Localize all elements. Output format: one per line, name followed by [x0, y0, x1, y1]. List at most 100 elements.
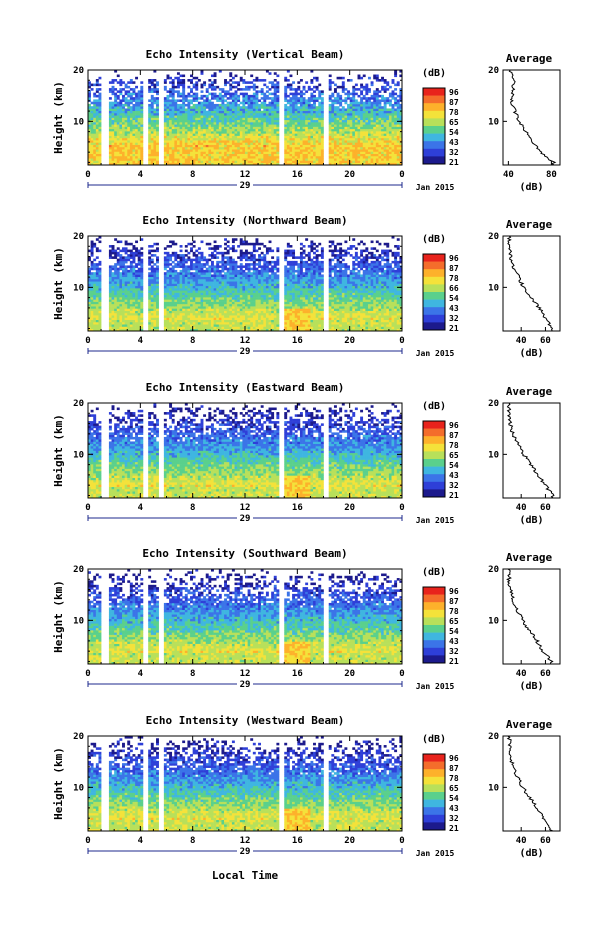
- heatmap-cell: [200, 128, 204, 132]
- heatmap-cell: [221, 122, 225, 125]
- heatmap-cell: [197, 315, 201, 318]
- heatmap-cell: [370, 308, 374, 311]
- heatmap-cell: [255, 90, 259, 93]
- heatmap-cell: [171, 312, 175, 316]
- heatmap-cell: [116, 149, 120, 152]
- heatmap-cell: [224, 321, 227, 325]
- heatmap-cell: [242, 162, 246, 166]
- heatmap-cell: [176, 106, 180, 109]
- heatmap-cell: [286, 312, 290, 316]
- heatmap-cell: [192, 137, 196, 141]
- heatmap-cell: [347, 315, 350, 318]
- heatmap-cell: [383, 85, 387, 89]
- heatmap-cell: [114, 142, 118, 145]
- heatmap-cell: [176, 142, 180, 145]
- heatmap-cell: [315, 131, 319, 134]
- heatmap-cell: [166, 162, 170, 166]
- heatmap-cell: [218, 119, 222, 123]
- heatmap-cell: [349, 324, 353, 327]
- heatmap-cell: [192, 324, 196, 327]
- heatmap-cell: [169, 142, 173, 145]
- heatmap-cell: [299, 324, 303, 327]
- heatmap-cell: [255, 126, 259, 130]
- heatmap-cell: [208, 115, 212, 118]
- heatmap-cell: [341, 149, 345, 152]
- heatmap-cell: [375, 153, 379, 157]
- heatmap-cell: [124, 137, 128, 141]
- heatmap-cell: [357, 162, 361, 166]
- heatmap-cell: [210, 155, 214, 159]
- heatmap-cell: [315, 319, 319, 323]
- heatmap-cell: [111, 108, 115, 112]
- heatmap-cell: [247, 137, 251, 141]
- heatmap-cell: [239, 131, 243, 134]
- heatmap-cell: [216, 108, 220, 112]
- heatmap-cell: [349, 326, 353, 330]
- heatmap-cell: [176, 312, 180, 316]
- heatmap-cell: [391, 310, 395, 314]
- heatmap-cell: [127, 126, 131, 130]
- heatmap-cell: [182, 85, 186, 89]
- heatmap-cell: [378, 162, 382, 166]
- heatmap-cell: [187, 328, 191, 332]
- heatmap-cell: [333, 115, 337, 118]
- heatmap-cell: [313, 312, 316, 316]
- heatmap-cell: [88, 160, 91, 164]
- heatmap-cell: [190, 122, 193, 125]
- heatmap-cell: [284, 94, 288, 98]
- heatmap-cell: [373, 76, 377, 80]
- heatmap-cell: [260, 106, 264, 109]
- heatmap-cell: [124, 310, 128, 314]
- heatmap-cell: [263, 117, 267, 121]
- heatmap-cell: [375, 317, 379, 320]
- heatmap-cell: [265, 146, 269, 150]
- heatmap-cell: [286, 146, 290, 150]
- heatmap-cell: [302, 117, 306, 121]
- heatmap-cell: [370, 162, 374, 166]
- heatmap-cell: [352, 151, 356, 154]
- heatmap: [88, 70, 403, 166]
- heatmap-cell: [166, 76, 170, 80]
- heatmap-cell: [367, 133, 371, 136]
- heatmap-cell: [90, 162, 94, 166]
- heatmap-cell: [127, 81, 131, 84]
- heatmap-cell: [313, 321, 316, 325]
- heatmap-cell: [396, 151, 400, 154]
- heatmap-cell: [271, 99, 275, 102]
- heatmap-cell: [318, 119, 322, 123]
- heatmap-cell: [373, 92, 377, 96]
- heatmap-cell: [375, 155, 379, 159]
- heatmap-cell: [367, 117, 371, 121]
- heatmap-cell: [352, 324, 356, 327]
- heatmap-cell: [245, 106, 248, 109]
- heatmap-cell: [132, 308, 136, 311]
- heatmap-cell: [93, 119, 97, 123]
- heatmap-cell: [229, 144, 233, 148]
- heatmap-cell: [187, 92, 191, 96]
- heatmap-cell: [132, 158, 136, 161]
- heatmap-cell: [218, 319, 222, 323]
- heatmap-cell: [111, 303, 115, 307]
- heatmap-cell: [336, 158, 340, 161]
- heatmap-cell: [388, 92, 392, 96]
- heatmap-cell: [148, 308, 152, 311]
- heatmap-cell: [394, 112, 398, 116]
- heatmap-cell: [373, 155, 377, 159]
- heatmap-cell: [399, 128, 403, 132]
- heatmap-cell: [286, 126, 290, 130]
- heatmap-cell: [156, 124, 159, 127]
- heatmap-cell: [224, 103, 227, 107]
- heatmap-cell: [224, 153, 227, 157]
- heatmap-cell: [247, 119, 251, 123]
- heatmap-cell: [95, 326, 99, 330]
- heatmap-cell: [247, 140, 251, 143]
- colorbar-segment: [423, 133, 445, 142]
- average-x-tick-label: 80: [546, 170, 557, 180]
- heatmap-cell: [111, 324, 115, 327]
- heatmap-cell: [305, 122, 309, 125]
- heatmap-cell: [153, 133, 157, 136]
- heatmap-cell: [365, 117, 369, 121]
- heatmap-cell: [179, 155, 183, 159]
- heatmap-cell: [286, 328, 290, 332]
- heatmap-cell: [163, 117, 167, 121]
